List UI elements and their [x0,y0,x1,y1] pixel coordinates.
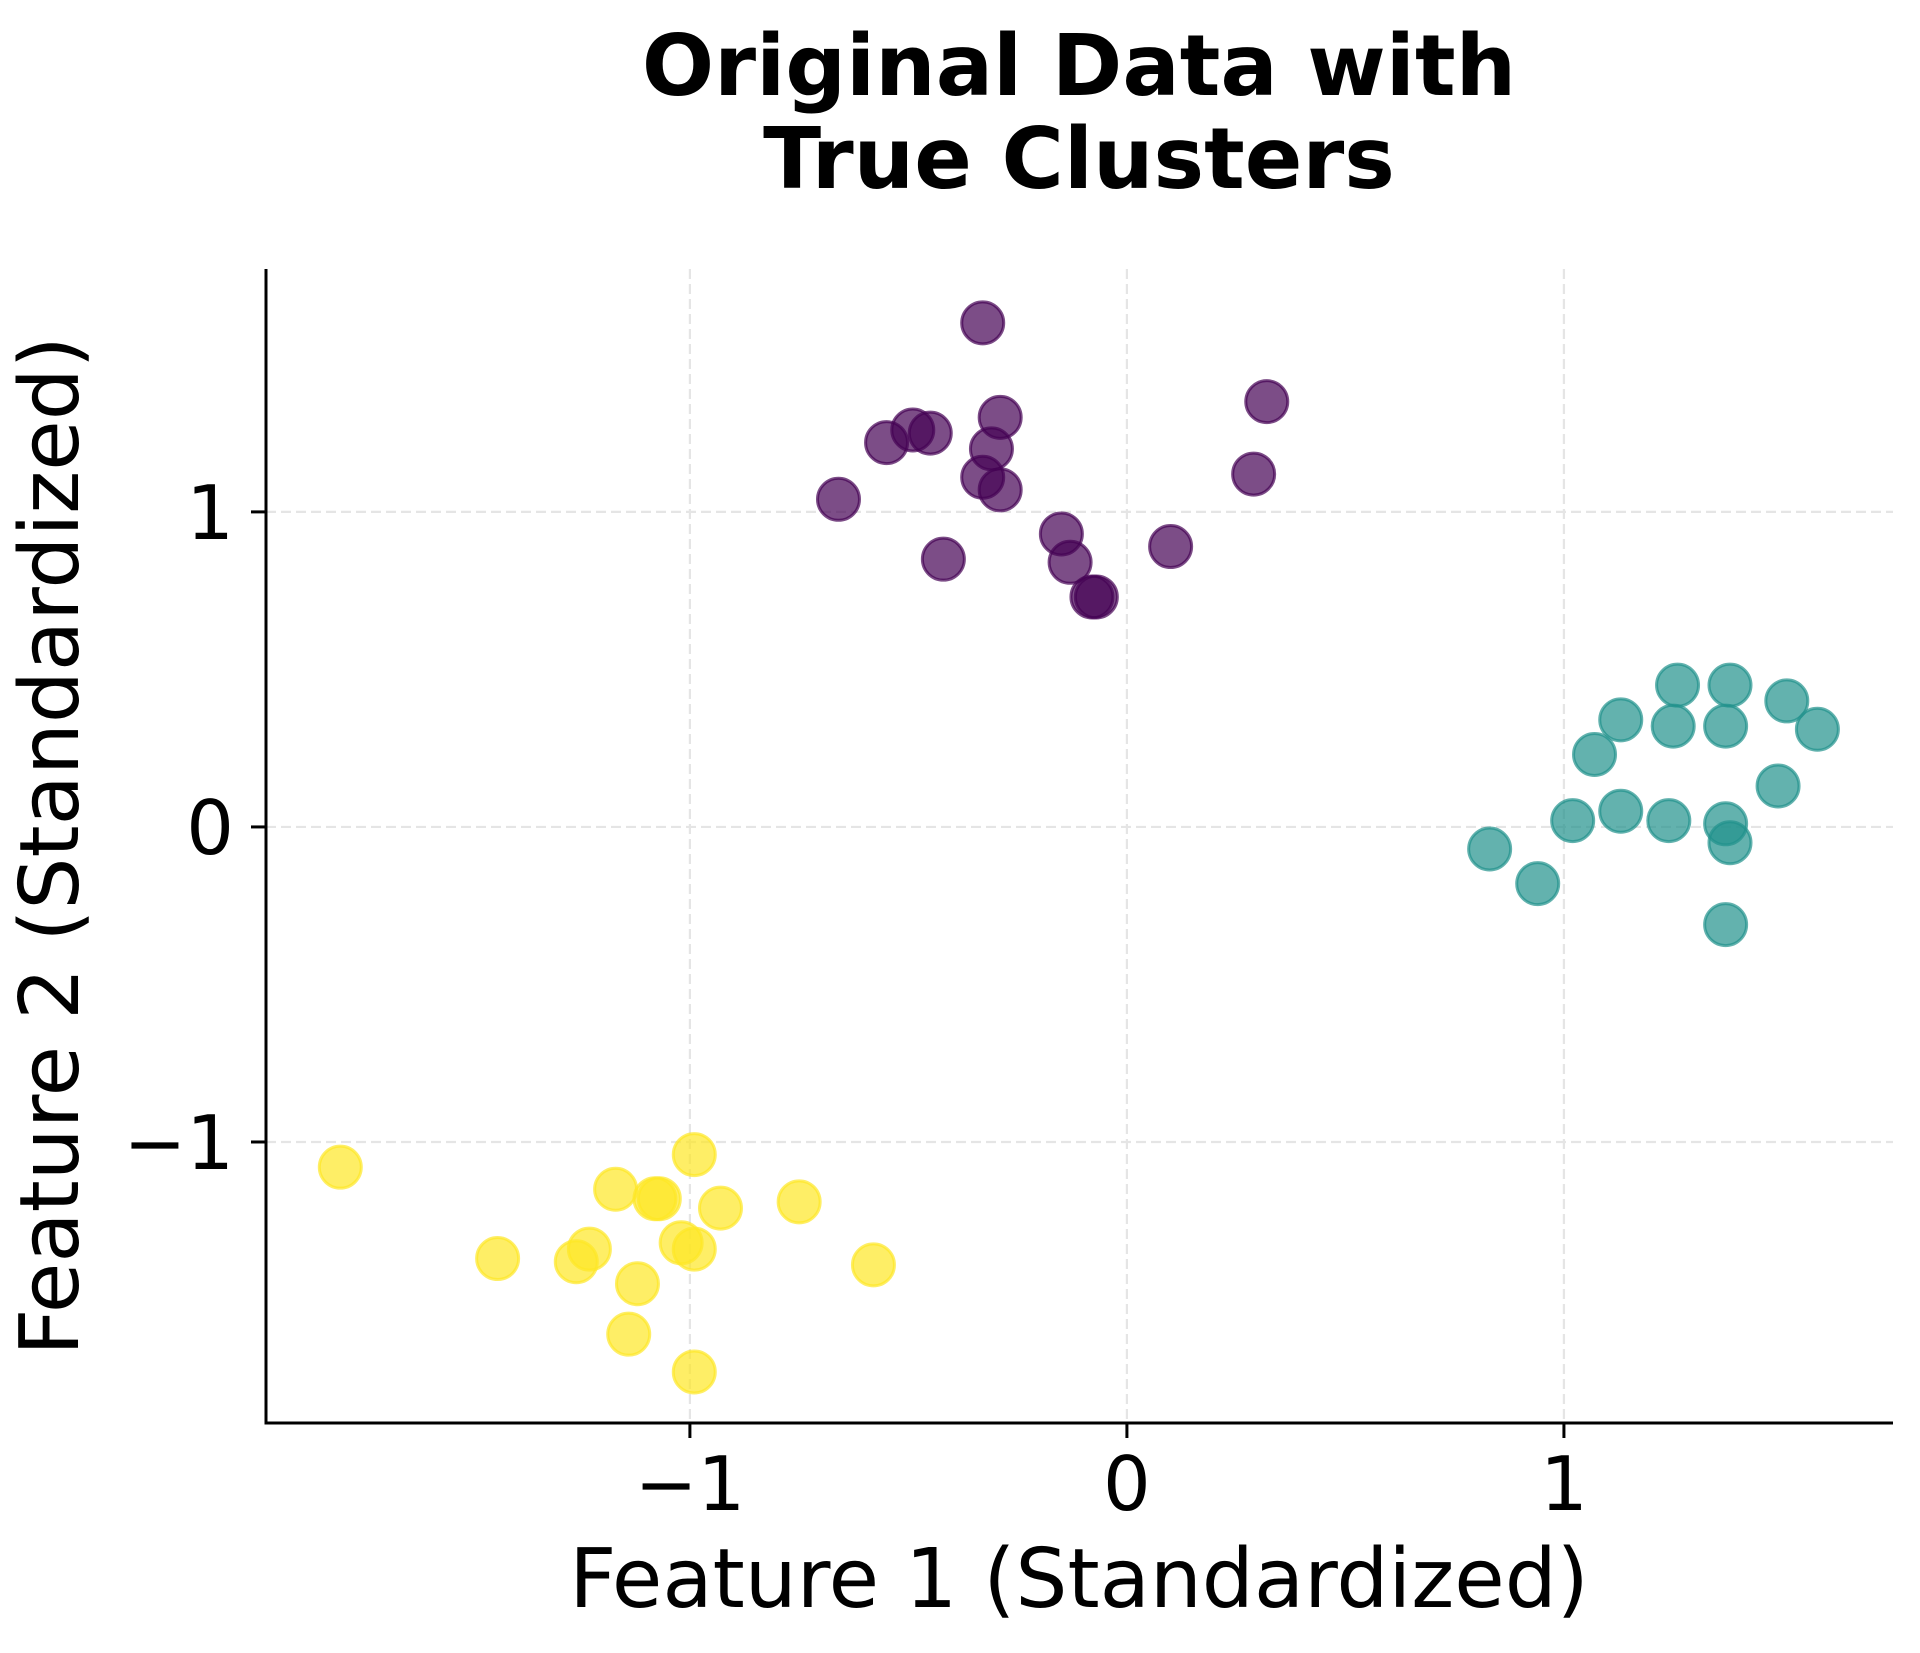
data-point [1794,706,1840,752]
data-point [1755,763,1801,809]
x-tick-label: 0 [1103,1440,1151,1528]
data-point [593,1166,639,1212]
chart-title: Original Data with True Clusters [642,17,1516,209]
x-tick-label: −1 [635,1440,746,1528]
data-point [697,1185,743,1231]
data-point [1572,731,1618,777]
chart-title-line-1: Original Data with [642,17,1516,116]
y-tick-label: −1 [123,1099,234,1187]
data-points [317,300,1840,1395]
data-point [1073,574,1119,620]
data-point [1231,451,1277,497]
y-axis-label: Feature 2 (Standardized) [3,336,98,1356]
y-tick-label: 0 [186,784,234,872]
series-0 [815,300,1290,620]
data-point [1764,678,1810,724]
data-point [1550,798,1596,844]
x-tick-label: 1 [1540,1440,1588,1528]
y-tick-label: 1 [186,469,234,557]
grid [266,269,1893,1423]
axes-spines [264,269,1893,1425]
data-point [960,300,1006,346]
x-axis-ticks: −1 0 1 [635,1423,1588,1528]
data-point [776,1179,822,1225]
data-point [815,476,861,522]
data-point [1703,703,1749,749]
series-2 [317,1132,896,1395]
data-point [1707,662,1753,708]
data-point [1244,379,1290,425]
data-point [1598,788,1644,834]
data-point [1707,820,1753,866]
data-point [553,1239,599,1285]
data-point [317,1144,363,1190]
data-point [636,1176,682,1222]
data-point [1703,902,1749,948]
data-point [671,1349,717,1395]
y-axis-ticks: −1 0 1 [123,469,266,1187]
data-point [977,467,1023,513]
data-point [1650,703,1696,749]
data-point [1148,524,1194,570]
data-point [1515,861,1561,907]
data-point [864,420,910,466]
data-point [614,1261,660,1307]
data-point [671,1226,717,1272]
data-point [1047,539,1093,585]
data-point [850,1242,896,1288]
data-point [907,410,953,456]
data-point [1467,826,1513,872]
series-1 [1467,662,1840,948]
data-point [920,536,966,582]
x-axis-label: Feature 1 (Standardized) [569,1532,1589,1627]
data-point [1598,697,1644,743]
data-point [671,1132,717,1178]
chart-title-line-2: True Clusters [763,110,1395,209]
data-point [1646,798,1692,844]
data-point [475,1236,521,1282]
data-point [606,1311,652,1357]
data-point [1655,662,1701,708]
